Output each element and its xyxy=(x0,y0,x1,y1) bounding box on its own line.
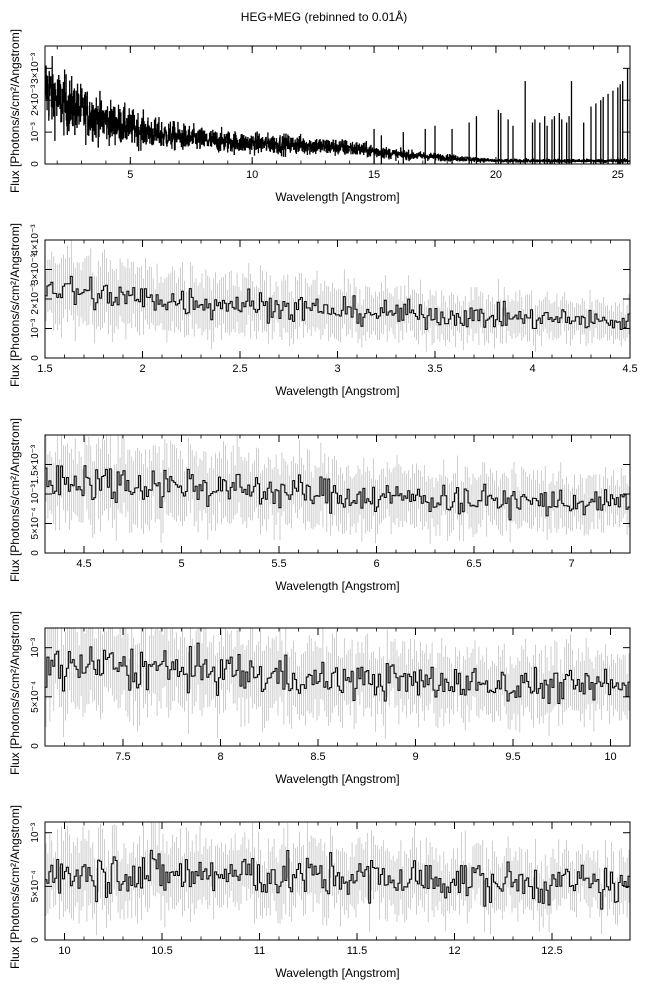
x-tick-label-1-4: 25 xyxy=(612,169,624,181)
y-tick-label-2-2: 2×10⁻³ xyxy=(30,283,41,315)
y-tick-label-2-0: 0 xyxy=(30,355,41,361)
y-tick-label-4-2: 10⁻³ xyxy=(30,637,41,657)
axes-box-2 xyxy=(44,239,631,359)
spectrum-line-1 xyxy=(44,55,631,164)
spectrum-line-4 xyxy=(45,642,630,704)
x-tick-label-2-2: 2.5 xyxy=(232,363,247,375)
y-tick-label-3-0: 0 xyxy=(30,550,41,556)
y-tick-label-3-3: 1.5×10⁻³ xyxy=(30,444,41,484)
x-tick-label-4-3: 9 xyxy=(412,751,418,763)
x-tick-label-3-0: 4.5 xyxy=(76,558,91,570)
y-axis-label-2: Flux [Photons/s/cm²/Angstrom] xyxy=(8,223,22,387)
y-tick-label-2-3: 3×10⁻³ xyxy=(30,253,41,285)
error-bars-2 xyxy=(45,240,630,353)
x-tick-label-4-5: 10 xyxy=(604,751,616,763)
y-tick-label-3-1: 5×10⁻⁴ xyxy=(30,507,41,539)
x-tick-label-1-3: 20 xyxy=(490,169,502,181)
y-tick-label-4-1: 5×10⁻⁴ xyxy=(30,681,41,713)
x-tick-label-3-2: 5.5 xyxy=(271,558,286,570)
x-axis-label-3: Wavelength [Angstrom] xyxy=(275,579,399,593)
x-tick-label-2-3: 3 xyxy=(334,363,340,375)
x-axis-label-4: Wavelength [Angstrom] xyxy=(275,772,399,786)
y-axis-label-4: Flux [Photons/s/cm²/Angstrom] xyxy=(8,611,22,775)
y-tick-label-4-0: 0 xyxy=(30,743,41,749)
spectrum-line-3 xyxy=(45,465,630,521)
y-tick-label-3-2: 10⁻³ xyxy=(30,483,41,503)
x-tick-label-4-0: 7.5 xyxy=(115,751,130,763)
spectrum-line-5 xyxy=(45,849,630,910)
x-tick-label-2-5: 4 xyxy=(529,363,535,375)
y-tick-label-1-3: 3×10⁻³ xyxy=(30,52,41,84)
x-tick-label-5-4: 12 xyxy=(448,945,460,957)
x-tick-label-5-3: 11.5 xyxy=(347,945,368,957)
spectrum-line-2 xyxy=(45,275,630,330)
x-axis-label-5: Wavelength [Angstrom] xyxy=(275,966,399,980)
x-tick-label-5-2: 11 xyxy=(254,945,265,957)
x-tick-label-4-1: 8 xyxy=(217,751,223,763)
x-tick-label-3-3: 6 xyxy=(373,558,379,570)
x-tick-label-4-4: 9.5 xyxy=(505,751,520,763)
panel-4: 7.5 8 8.5 9 9.5 10 0 5×10⁻⁴ 10⁻³ Wavelength [Angs… xyxy=(8,611,631,786)
x-tick-label-2-1: 2 xyxy=(139,363,145,375)
y-tick-label-2-1: 10⁻³ xyxy=(30,318,41,338)
error-bars-3 xyxy=(45,435,630,544)
x-tick-label-3-1: 5 xyxy=(178,558,184,570)
panel-5: 10 10.5 11 11.5 12 12.5 0 5×10⁻⁴ 10⁻³ Wavelength … xyxy=(8,805,631,980)
x-tick-label-2-6: 4.5 xyxy=(622,363,637,375)
x-tick-label-2-0: 1.5 xyxy=(37,363,52,375)
x-tick-label-1-2: 15 xyxy=(368,169,380,181)
x-tick-label-1-0: 5 xyxy=(127,169,133,181)
y-tick-label-5-1: 5×10⁻⁴ xyxy=(30,870,41,902)
x-axis-label-2: Wavelength [Angstrom] xyxy=(275,384,399,398)
x-tick-label-5-1: 10.5 xyxy=(151,945,172,957)
y-tick-label-2-4: 4×10⁻³ xyxy=(30,224,41,256)
figure-title: HEG+MEG (rebinned to 0.01Å) xyxy=(240,10,408,24)
x-tick-label-3-4: 6.5 xyxy=(466,558,481,570)
axes-box-1 xyxy=(44,45,631,165)
x-tick-label-5-5: 12.5 xyxy=(541,945,562,957)
panel-1: 5 10 15 20 25 0 10⁻³ 2×10⁻³3×10⁻³ Wavelength [An… xyxy=(8,29,631,204)
y-axis-label-1: Flux [Photons/s/cm²/Angstrom] xyxy=(8,29,22,193)
y-tick-label-1-2: 2×10⁻³ xyxy=(30,84,41,116)
panel-3: 4.5 5 5.5 6 6.5 7 0 5×10⁻⁴ 10⁻³1.5×10⁻³ Wavelengt… xyxy=(8,418,631,593)
y-tick-label-1-0: 0 xyxy=(30,161,41,167)
x-tick-label-2-4: 3.5 xyxy=(427,363,442,375)
panel-2: 1.5 2 2.5 3 3.5 4 4.5 0 10⁻³ 2×10⁻³3×10⁻³4×10⁻³ Wa… xyxy=(8,223,638,398)
x-tick-label-3-5: 7 xyxy=(568,558,574,570)
y-tick-label-5-0: 0 xyxy=(30,937,41,943)
error-bars-5 xyxy=(45,822,630,936)
y-tick-label-1-1: 10⁻³ xyxy=(30,122,41,142)
x-tick-label-4-2: 8.5 xyxy=(310,751,325,763)
y-axis-label-5: Flux [Photons/s/cm²/Angstrom] xyxy=(8,805,22,969)
y-axis-label-3: Flux [Photons/s/cm²/Angstrom] xyxy=(8,418,22,582)
y-tick-label-5-2: 10⁻³ xyxy=(30,822,41,842)
x-tick-label-5-0: 10 xyxy=(58,945,70,957)
x-tick-label-1-1: 10 xyxy=(246,169,258,181)
x-axis-label-1: Wavelength [Angstrom] xyxy=(275,190,399,204)
